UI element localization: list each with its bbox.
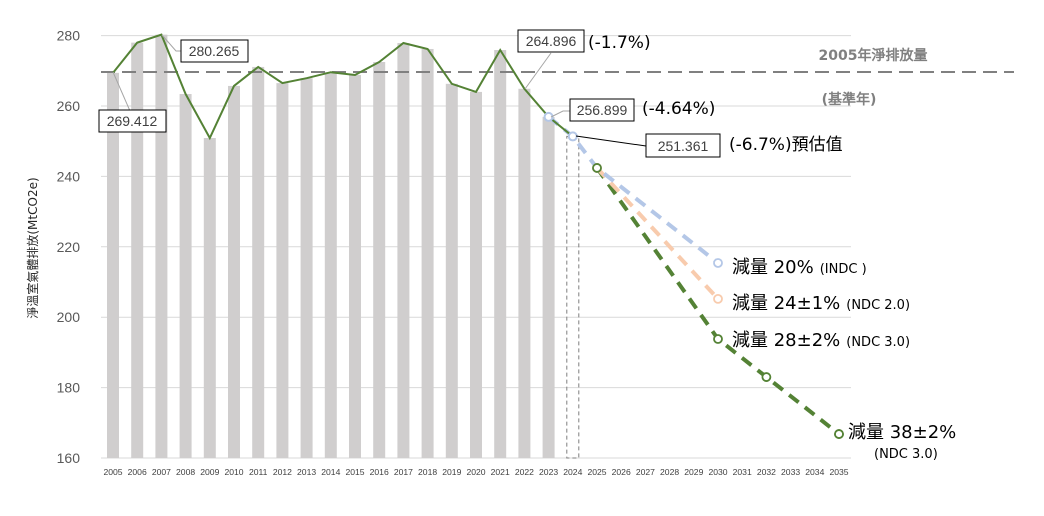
x-axis: 2005 2006 2007 2008 2009 2010 2011 2012 2013 2014… (103, 467, 848, 477)
net-emissions-line (112, 33, 574, 141)
scenario-marker (761, 372, 772, 382)
y-axis: 160 180 200 220 240 260 280 (57, 28, 81, 466)
x-tick-label: 2026 (612, 467, 631, 477)
y-tick-label: 160 (57, 450, 81, 466)
bar (203, 138, 216, 459)
x-tick-label: 2022 (515, 467, 534, 477)
label-ndc3-2030: 減量 28±2% (NDC 3.0) (732, 330, 910, 351)
scenario-labels: 減量 20% (INDC ) 減量 24±1% (NDC 2.0) 減量 28±2%… (732, 257, 956, 462)
bar (470, 91, 482, 459)
bar (518, 88, 531, 458)
x-tick-label: 2010 (224, 467, 243, 477)
x-tick-label: 2031 (733, 467, 752, 477)
historical-bars (107, 34, 580, 459)
y-axis-label: 淨溫室氣體排放(MtCO2e) (25, 177, 40, 318)
y-tick-label: 280 (57, 28, 81, 44)
scenario-marker (834, 429, 844, 439)
value-callouts: 269.412 280.265 264.896 (-1.7%) 256.899 … (98, 29, 843, 158)
x-tick-label: 2012 (273, 467, 292, 477)
callout-2005: 269.412 (107, 113, 158, 129)
estimate-marker (567, 131, 578, 142)
pct-2022: (-1.7%) (588, 33, 651, 53)
scenario-line (595, 166, 841, 436)
x-tick-label: 2032 (757, 467, 776, 477)
y-tick-label: 180 (57, 380, 81, 396)
callout-2023: 256.899 (577, 102, 628, 118)
bar (228, 85, 240, 458)
bar (107, 72, 119, 459)
label-ndc2: 減量 24±1% (NDC 2.0) (732, 293, 910, 314)
x-tick-label: 2015 (345, 467, 364, 477)
x-tick-label: 2029 (684, 467, 703, 477)
x-tick-label: 2034 (805, 467, 824, 477)
label-indc: 減量 20% (INDC ) (732, 257, 867, 278)
bar (542, 116, 555, 458)
bar (131, 42, 144, 458)
callout-2007: 280.265 (189, 43, 240, 59)
bar (276, 83, 289, 459)
y-tick-label: 260 (57, 98, 81, 114)
baseline-sublabel: (基準年) (822, 91, 877, 108)
point-markers (543, 111, 844, 439)
pct-2024: (-6.7%)預估值 (729, 135, 843, 155)
bar (397, 42, 410, 458)
bar (421, 48, 434, 458)
x-tick-label: 2017 (394, 467, 413, 477)
bar (155, 34, 168, 458)
label-ndc3-2035: 減量 38±2% (848, 422, 956, 443)
x-tick-label: 2011 (249, 467, 268, 477)
baseline-label: 2005年淨排放量 (819, 47, 928, 64)
y-tick-label: 220 (57, 239, 81, 255)
bar-estimated (566, 135, 580, 459)
x-tick-label: 2013 (297, 467, 316, 477)
scenario-line (595, 166, 720, 301)
x-tick-label: 2008 (176, 467, 195, 477)
scenario-marker (713, 258, 723, 268)
y-tick-label: 240 (57, 168, 81, 184)
bar (373, 62, 386, 458)
bar (252, 66, 265, 458)
bar (445, 83, 458, 458)
x-tick-label: 2033 (781, 467, 800, 477)
x-tick-label: 2030 (708, 467, 727, 477)
x-tick-label: 2014 (321, 467, 340, 477)
x-tick-label: 2007 (152, 467, 171, 477)
y-tick-label: 200 (57, 309, 81, 325)
bar (494, 50, 507, 458)
estimate-marker (543, 111, 554, 122)
x-tick-label: 2018 (418, 467, 437, 477)
callout-2024: 251.361 (658, 138, 709, 154)
scenario-marker (592, 163, 602, 173)
x-tick-label: 2021 (491, 467, 510, 477)
x-tick-label: 2035 (829, 467, 848, 477)
x-tick-label: 2009 (200, 467, 219, 477)
x-tick-label: 2027 (636, 467, 655, 477)
pct-2023: (-4.64%) (642, 99, 715, 119)
bar (179, 94, 192, 459)
scenario-marker (713, 334, 723, 344)
label-ndc3-2035-sub: (NDC 3.0) (874, 447, 938, 462)
x-tick-label: 2023 (539, 467, 558, 477)
x-tick-label: 2016 (370, 467, 389, 477)
x-tick-label: 2028 (660, 467, 679, 477)
callout-2022: 264.896 (526, 33, 577, 49)
bar (300, 78, 313, 458)
x-tick-label: 2020 (466, 467, 485, 477)
scenario-line (547, 115, 720, 265)
x-tick-label: 2024 (563, 467, 582, 477)
historical-line (112, 33, 574, 141)
x-tick-label: 2019 (442, 467, 461, 477)
scenario-lines (547, 115, 841, 436)
x-tick-label: 2005 (103, 467, 122, 477)
bar (349, 75, 361, 459)
scenario-marker (713, 293, 723, 304)
x-tick-label: 2006 (128, 467, 147, 477)
x-tick-label: 2025 (587, 467, 606, 477)
bar (324, 72, 337, 458)
